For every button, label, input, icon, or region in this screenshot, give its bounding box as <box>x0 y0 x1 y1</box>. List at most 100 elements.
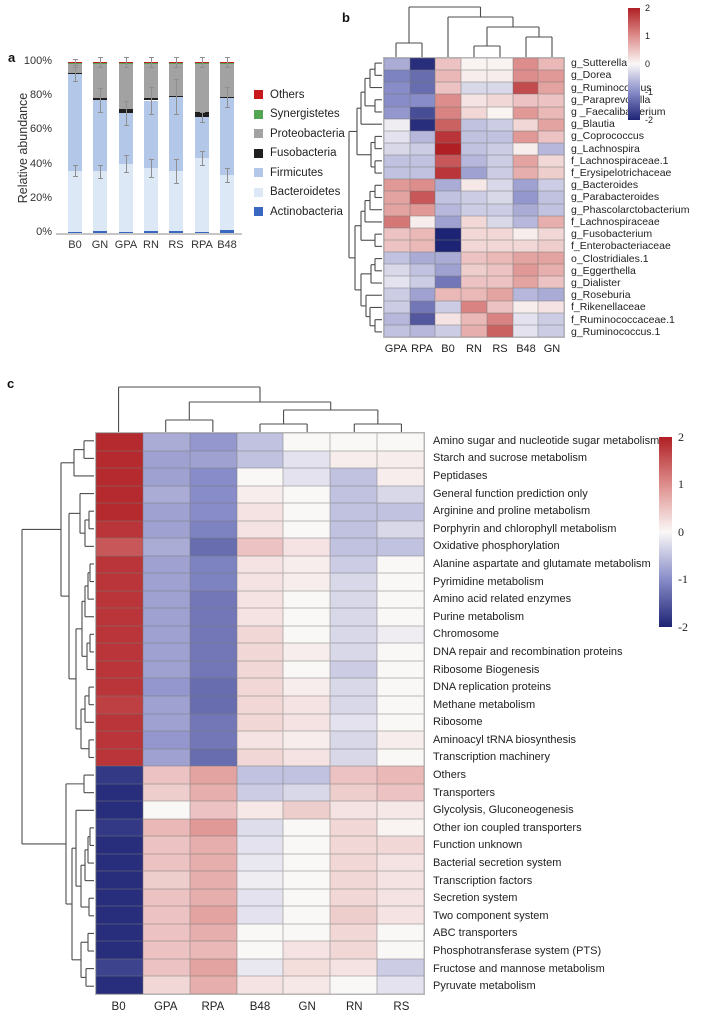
heatmap-cell <box>142 608 190 626</box>
heatmap-cell <box>486 264 513 277</box>
heatmap-cell <box>189 468 237 486</box>
x-tick-label: GN <box>91 239 109 251</box>
heatmap-cell <box>538 58 564 71</box>
heatmap-cell <box>189 520 237 539</box>
heatmap-cell <box>283 748 331 767</box>
heatmap-cell <box>486 239 513 253</box>
heatmap-cell <box>377 836 424 854</box>
error-bar-line <box>126 155 127 173</box>
error-bar-line <box>202 150 203 165</box>
heatmap-cell <box>236 906 284 924</box>
heatmap-cell <box>377 520 424 539</box>
heatmap-cell <box>486 58 513 71</box>
error-bar-cap <box>224 67 230 69</box>
legend-swatch <box>254 187 263 197</box>
heatmap-cell <box>461 94 487 107</box>
heatmap-cell <box>377 433 424 451</box>
heatmap-cell <box>512 155 539 168</box>
heatmap-cell <box>96 695 143 714</box>
heatmap-cell <box>512 106 539 119</box>
heatmap-cell <box>96 625 143 644</box>
heatmap-cell <box>142 660 190 679</box>
heatmap-cell <box>538 82 564 95</box>
error-bar-cap <box>199 150 205 152</box>
heatmap-cell <box>377 678 424 696</box>
heatmap-cell <box>486 276 513 289</box>
heatmap-cell <box>96 941 143 959</box>
heatmap-cell <box>384 227 410 240</box>
heatmap-cell <box>538 130 564 143</box>
heatmap-row-label: Chromosome <box>433 628 500 641</box>
heatmap-cell <box>538 142 564 156</box>
error-bar-cap <box>123 155 129 157</box>
heatmap-cell <box>384 130 410 143</box>
heatmap-row-label: Amino acid related enzymes <box>433 593 572 606</box>
heatmap-cell <box>461 215 487 228</box>
legend-swatch <box>254 129 263 139</box>
colorbar-tick-label: -2 <box>645 114 654 125</box>
heatmap-row-label: g_Blautia <box>571 118 615 131</box>
heatmap-cell <box>409 215 436 228</box>
x-tick-label: RS <box>168 239 184 251</box>
heatmap-cell <box>142 871 190 889</box>
heatmap-row-label: g _Faecalibacterium <box>571 105 666 118</box>
heatmap-row-label: f_Ruminococcaceae.1 <box>571 313 675 326</box>
heatmap-cell <box>96 976 143 994</box>
heatmap-cell <box>384 155 410 168</box>
heatmap-column-label: RPA <box>201 1001 225 1013</box>
colorbar-tick-label: 2 <box>678 429 684 444</box>
x-tick-label: RN <box>143 239 159 251</box>
heatmap-row-label: Function unknown <box>433 839 523 852</box>
x-tick-label: B0 <box>68 239 82 251</box>
heatmap-cell <box>512 324 539 337</box>
heatmap-cell <box>409 94 436 107</box>
bar-segment-actinobacteria <box>195 232 209 233</box>
heatmap-column-label: RN <box>466 343 482 355</box>
heatmap-cell <box>189 853 237 872</box>
heatmap-cell <box>189 731 237 749</box>
heatmap-cell <box>538 179 564 192</box>
legend-item: Others <box>254 85 345 105</box>
legend-label: Others <box>270 88 305 101</box>
heatmap-cell <box>142 450 190 469</box>
heatmap-cell <box>96 871 143 889</box>
heatmap-cell <box>330 450 378 469</box>
error-bar-line <box>75 58 76 66</box>
heatmap-cell <box>236 573 284 591</box>
heatmap-cell <box>486 130 513 143</box>
heatmap-cell <box>236 731 284 749</box>
heatmap-cell <box>384 276 410 289</box>
heatmap-row-label: g_Sutterella <box>571 57 628 70</box>
heatmap-cell <box>96 538 143 556</box>
heatmap-cell <box>330 906 378 924</box>
heatmap-column-label: RPA <box>411 343 433 355</box>
heatmap-cell <box>538 252 564 265</box>
bar-segment-proteobacteria <box>220 63 234 97</box>
heatmap-cell <box>189 503 237 521</box>
heatmap-cell <box>330 976 378 994</box>
legend-swatch <box>254 109 263 119</box>
heatmap-cell <box>377 976 424 994</box>
heatmap-cell <box>283 888 331 907</box>
error-bar-line <box>202 111 203 122</box>
heatmap-cell <box>409 167 436 180</box>
heatmap-row-label: DNA replication proteins <box>433 681 552 694</box>
heatmap-cell <box>512 58 539 71</box>
legend-item: Synergistetes <box>254 105 345 125</box>
heatmap-cell <box>236 976 284 994</box>
heatmap-cell <box>377 555 424 574</box>
heatmap-cell <box>96 888 143 907</box>
error-bar-cap <box>148 176 154 178</box>
error-bar-line <box>176 56 177 68</box>
heatmap-cell <box>142 555 190 574</box>
heatmap-cell <box>435 94 462 107</box>
heatmap-cell <box>538 118 564 131</box>
colorbar-b <box>628 8 640 120</box>
heatmap-cell <box>435 239 462 253</box>
heatmap-cell <box>96 485 143 504</box>
heatmap-cell <box>409 252 436 265</box>
heatmap-cell <box>409 324 436 337</box>
heatmap-cell <box>96 555 143 574</box>
heatmap-row-label: g_Lachnospira <box>571 142 640 155</box>
heatmap-cell <box>189 888 237 907</box>
